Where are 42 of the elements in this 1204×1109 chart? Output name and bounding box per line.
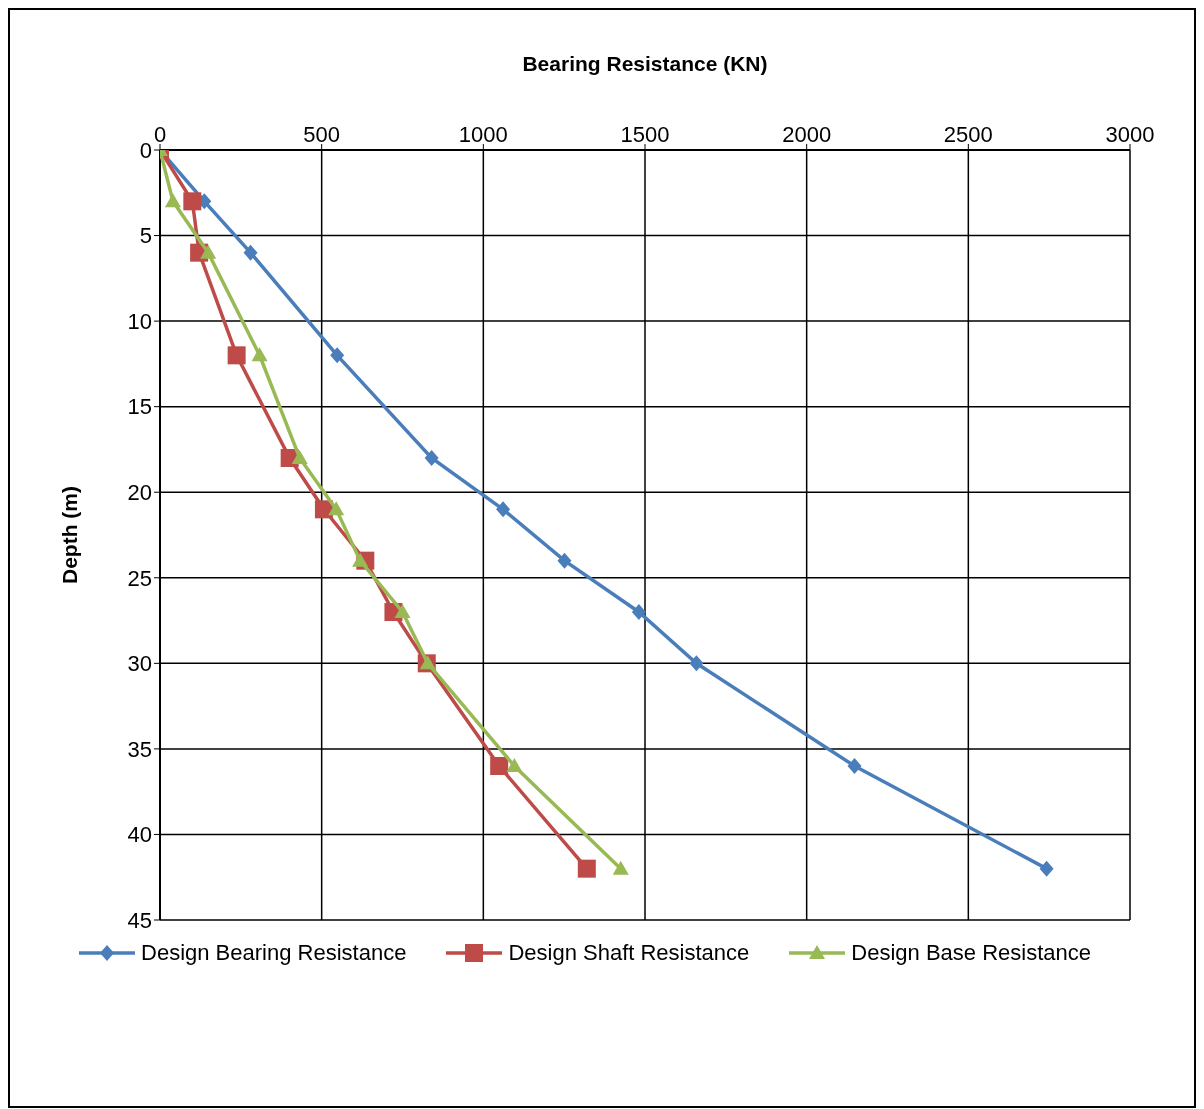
point: [352, 552, 369, 567]
x-axis-title: Bearing Resistance (KN): [522, 51, 768, 75]
y-tick-label: 10: [127, 308, 152, 334]
x-tick-label: 2000: [782, 122, 832, 147]
point: [847, 758, 862, 774]
x-tick-label: 1500: [620, 122, 670, 147]
x-tick-label: 500: [303, 122, 341, 147]
legend-label: Design Base Resistance: [851, 940, 1091, 966]
point: [200, 244, 217, 259]
x-tick-label: 1000: [458, 122, 508, 147]
y-tick-label: 35: [127, 736, 152, 762]
point: [328, 501, 345, 516]
y-tick-label: 30: [127, 651, 152, 677]
legend-label: Design Shaft Resistance: [508, 940, 750, 966]
x-tick-label: 3000: [1105, 122, 1155, 147]
point: [612, 860, 629, 875]
point: [251, 347, 268, 362]
point: [490, 757, 509, 775]
point: [183, 192, 202, 211]
y-tick-label: 40: [127, 822, 152, 848]
point: [291, 450, 308, 464]
y-tick-label: 20: [127, 480, 152, 506]
point: [227, 346, 246, 365]
y-tick-label: 25: [127, 565, 152, 591]
y-tick-label: 45: [127, 907, 152, 933]
point: [506, 758, 523, 772]
y-tick-label: 15: [127, 394, 152, 420]
legend-label: Design Bearing Resistance: [141, 940, 407, 966]
point: [577, 859, 596, 878]
y-axis-title: Depth (m): [58, 486, 82, 584]
point: [394, 604, 411, 618]
point: [330, 347, 345, 364]
point: [496, 501, 511, 518]
point: [424, 450, 439, 466]
x-tick-label: 2500: [943, 122, 993, 147]
y-tick-label: 5: [139, 223, 152, 249]
point: [243, 244, 258, 261]
point: [631, 604, 646, 620]
point: [557, 552, 572, 569]
point: [1039, 860, 1054, 877]
point: [164, 193, 181, 208]
point: [689, 655, 704, 672]
